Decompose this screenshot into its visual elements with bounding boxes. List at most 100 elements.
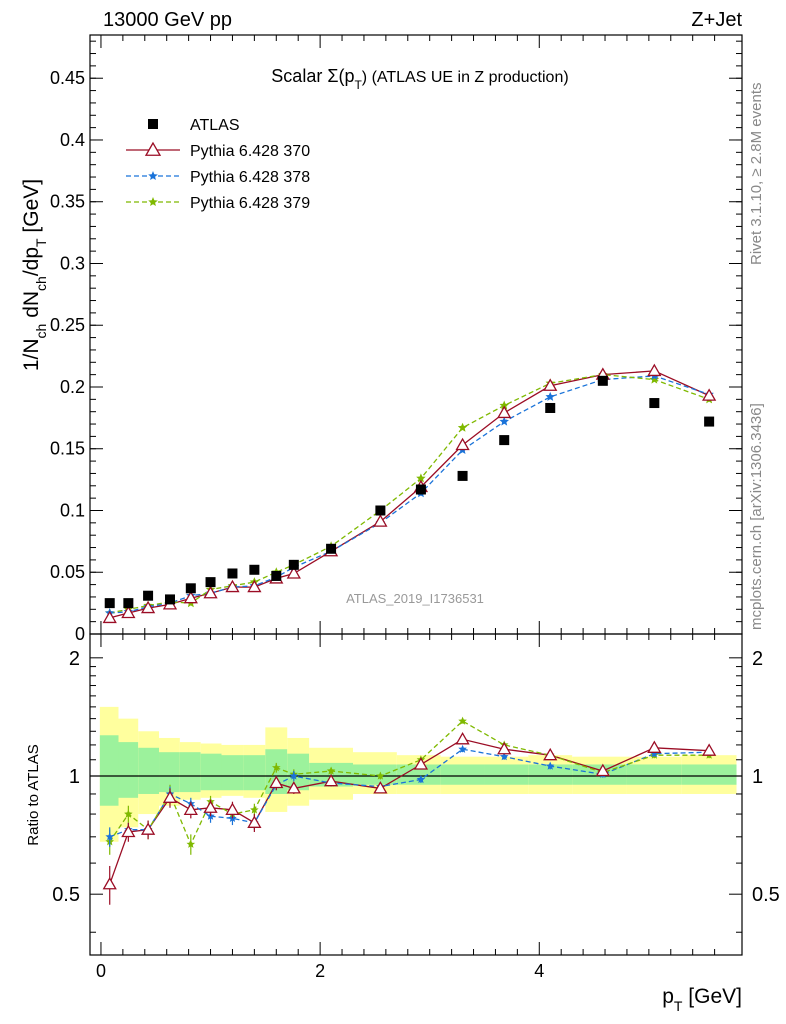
ratio-y-tick-label: 1 <box>69 766 80 788</box>
data-point-star <box>458 744 467 753</box>
uncertainty-band-stat <box>138 747 160 794</box>
data-point-star <box>250 805 259 814</box>
data-point-triangle <box>225 579 240 593</box>
x-tick-label: 0 <box>96 961 106 981</box>
data-point-star <box>186 839 196 848</box>
data-point-triangle <box>595 763 610 777</box>
data-point-triangle <box>702 743 717 756</box>
data-point-star <box>649 374 660 384</box>
data-point-star <box>499 400 509 410</box>
uncertainty-band-stat <box>99 735 119 806</box>
data-point-triangle <box>121 824 136 838</box>
x-tick-label: 2 <box>315 961 325 981</box>
ratio-y-tick-label: 2 <box>69 648 80 670</box>
data-point-star <box>457 422 468 432</box>
data-point-triangle <box>323 773 339 787</box>
data-point-square <box>597 375 608 386</box>
data-point-square <box>123 598 134 609</box>
y-tick-label: 0.45 <box>50 68 85 88</box>
uncertainty-band-stat <box>626 764 682 785</box>
y-tick-label: 0 <box>75 624 85 644</box>
data-point-triangle <box>140 600 156 614</box>
uncertainty-band-stat <box>118 742 139 798</box>
data-point-star <box>650 749 659 758</box>
data-point-triangle <box>455 437 470 451</box>
ratio-y-tick-label: 2 <box>752 648 763 670</box>
data-point-square <box>164 594 175 605</box>
ratio-y-tick-label: 1 <box>752 766 763 788</box>
y-tick-label: 0.25 <box>50 315 85 335</box>
data-point-star <box>148 197 158 206</box>
data-point-triangle <box>373 781 388 794</box>
data-point-square <box>148 119 158 129</box>
data-point-triangle <box>647 363 662 377</box>
legend: ATLAS Pythia 6.428 370 Pythia 6.428 378 Pyt… <box>126 117 310 212</box>
data-point-star <box>124 809 133 818</box>
top-plot-frame <box>89 34 743 635</box>
data-point-star <box>148 171 158 180</box>
uncertainty-band-stat <box>396 764 441 785</box>
data-point-square <box>375 505 386 516</box>
data-point-triangle <box>162 790 178 803</box>
uncertainty-band-stat <box>681 764 737 785</box>
data-point-triangle <box>247 579 262 593</box>
series-line <box>109 370 710 619</box>
series-line <box>109 375 710 614</box>
uncertainty-band-stat <box>484 764 529 785</box>
data-point-triangle <box>203 585 218 599</box>
y-tick-label: 0.2 <box>60 377 85 397</box>
y-tick-label: 0.15 <box>50 439 85 459</box>
data-point-square <box>249 564 260 575</box>
data-point-square <box>326 543 337 554</box>
y-tick-label: 0.1 <box>60 500 85 520</box>
data-point-square <box>288 559 299 570</box>
data-point-triangle <box>286 781 301 794</box>
data-point-star <box>499 416 509 426</box>
uncertainty-band-stat <box>440 764 485 785</box>
y-tick-label: 0.3 <box>60 253 85 273</box>
uncertainty-band-stat <box>221 755 244 791</box>
ratio-axis-title: Ratio to ATLAS <box>25 744 42 845</box>
data-point-star <box>376 771 385 780</box>
data-point-square <box>185 583 196 594</box>
data-point-star <box>499 752 509 761</box>
data-point-square <box>205 577 216 588</box>
y-axis-title: 1/Nch dNch/dpT [GeV] <box>20 179 49 371</box>
data-point-square <box>545 402 556 413</box>
x-axis-title: pT [GeV] <box>662 985 742 1014</box>
data-point-triangle <box>455 732 470 745</box>
uncertainty-band-stat <box>200 753 222 791</box>
data-point-star <box>416 775 426 784</box>
legend-label: Pythia 6.428 370 <box>190 143 310 160</box>
data-point-triangle <box>102 876 117 890</box>
legend-label: ATLAS <box>190 117 240 134</box>
data-point-square <box>271 570 282 581</box>
legend-label: Pythia 6.428 378 <box>190 169 310 186</box>
uncertainty-band-stat <box>287 753 310 791</box>
data-point-square <box>227 568 238 579</box>
data-point-square <box>415 484 426 495</box>
data-point-star <box>326 766 336 775</box>
series-line <box>109 373 710 614</box>
data-point-triangle <box>183 590 198 604</box>
data-point-triangle <box>121 605 136 619</box>
watermark-analysis-id: ATLAS_2019_I1736531 <box>346 591 484 606</box>
data-point-triangle <box>140 822 156 835</box>
side-label-mcplots: mcplots.cern.ch [arXiv:1306.3436] <box>748 403 765 630</box>
ratio-y-tick-label: 0.5 <box>52 884 80 906</box>
data-point-square <box>104 598 115 609</box>
data-point-triangle <box>702 388 717 401</box>
ratio-plot-frame <box>89 633 743 956</box>
data-point-star <box>289 771 299 780</box>
data-point-triangle <box>373 514 388 527</box>
data-point-triangle <box>144 141 162 156</box>
data-point-triangle <box>247 815 262 828</box>
data-point-triangle <box>286 566 301 579</box>
data-point-triangle <box>543 747 558 761</box>
uncertainty-band-stat <box>352 764 397 785</box>
y-tick-label: 0.35 <box>50 192 85 212</box>
data-point-square <box>704 416 715 427</box>
x-tick-label: 4 <box>534 961 544 981</box>
data-point-square <box>499 435 510 446</box>
data-point-star <box>416 473 426 483</box>
